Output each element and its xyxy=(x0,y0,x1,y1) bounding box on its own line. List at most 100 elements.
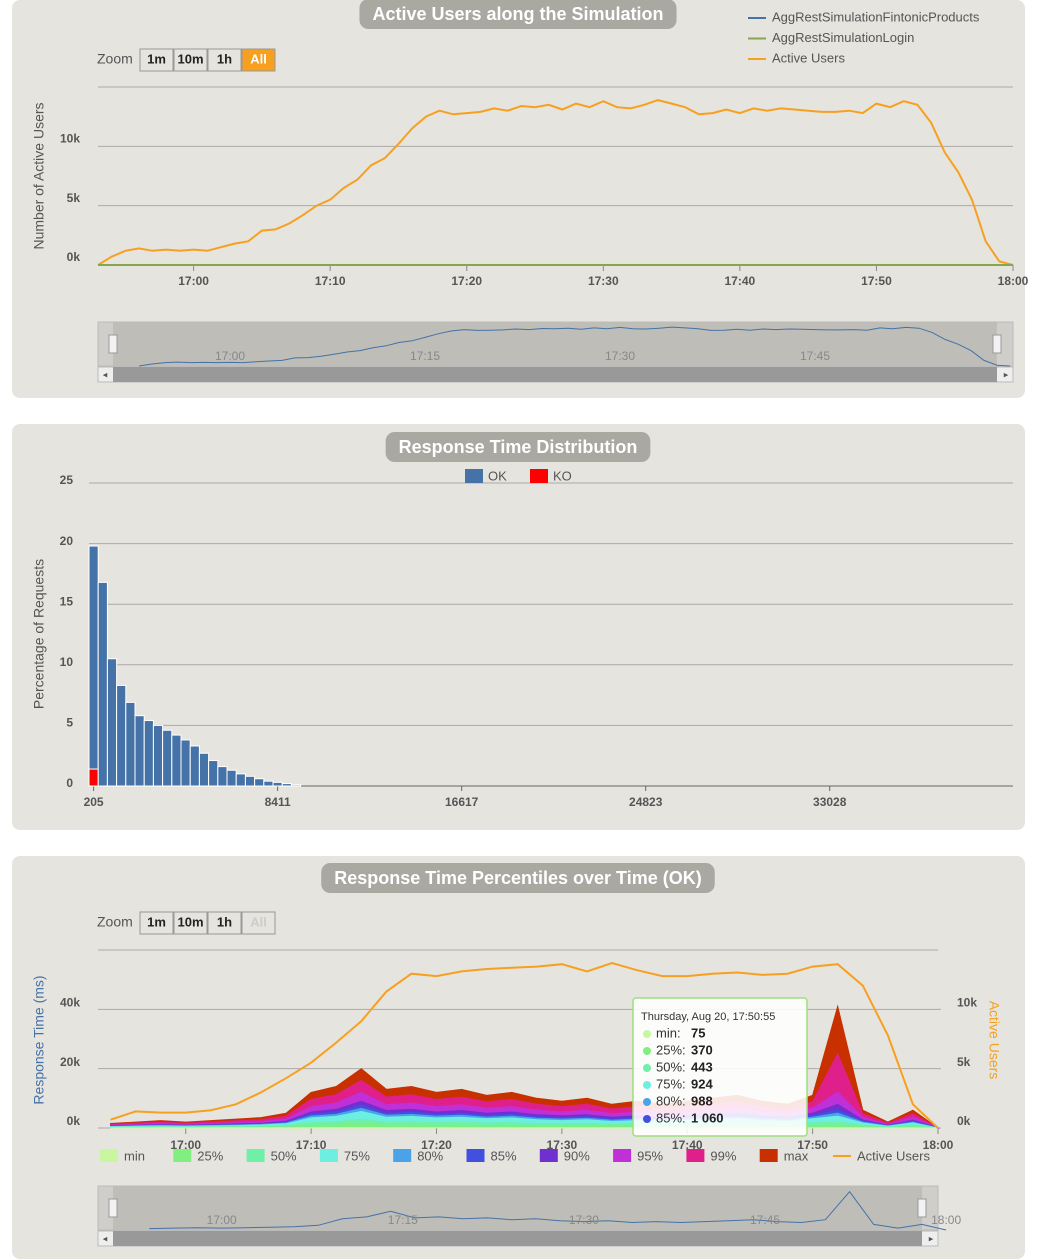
zoom-button-label[interactable]: 1h xyxy=(217,51,232,66)
navigator-tick-label: 17:45 xyxy=(750,1213,780,1227)
bar xyxy=(88,768,99,787)
y-tick-label: 5 xyxy=(66,716,73,730)
legend-label[interactable]: 80% xyxy=(417,1148,443,1163)
zoom-button-label[interactable]: All xyxy=(250,51,267,66)
tooltip-value: 924 xyxy=(691,1076,713,1091)
navigator-handle[interactable] xyxy=(992,334,1002,354)
bar xyxy=(180,739,191,787)
legend-label[interactable]: 90% xyxy=(564,1148,590,1163)
x-tick-label: 18:00 xyxy=(998,274,1029,288)
bar xyxy=(152,724,164,787)
zoom-button[interactable] xyxy=(173,911,208,935)
axis-title: Response Time (ms) xyxy=(31,975,47,1104)
legend-label[interactable]: Active Users xyxy=(772,50,845,65)
legend-swatch[interactable] xyxy=(246,1149,265,1162)
navigator-tick-label: 17:00 xyxy=(207,1213,237,1227)
tooltip-dot xyxy=(643,1098,651,1106)
y-tick-label: 15 xyxy=(60,594,74,608)
zoom-button[interactable] xyxy=(241,911,276,935)
legend-swatch[interactable] xyxy=(613,1149,632,1162)
active-users-line xyxy=(110,962,939,1129)
zoom-button-label[interactable]: 1m xyxy=(147,914,166,929)
legend-label[interactable]: AggRestSimulationLogin xyxy=(772,30,914,45)
axis-title: Percentage of Requests xyxy=(31,559,47,709)
tooltip-value: 443 xyxy=(691,1059,713,1074)
bar xyxy=(254,778,265,787)
legend-label[interactable]: min xyxy=(124,1148,145,1163)
zoom-label: Zoom xyxy=(97,51,133,67)
bar xyxy=(290,784,302,787)
navigator-tick-label: 17:15 xyxy=(410,349,440,363)
navigator-handle[interactable] xyxy=(917,1198,927,1218)
x-tick-label: 8411 xyxy=(265,795,291,809)
legend-label[interactable]: Active Users xyxy=(857,1148,930,1163)
y-tick-label: 10k xyxy=(60,132,80,146)
chart-title: Active Users along the Simulation xyxy=(372,4,663,24)
legend-label[interactable]: AggRestSimulationFintonicProducts xyxy=(772,9,980,24)
zoom-label: Zoom xyxy=(97,914,133,930)
zoom-button[interactable] xyxy=(241,48,276,72)
scrollbar-arrow: ◂ xyxy=(103,369,108,379)
legend-label[interactable]: max xyxy=(784,1148,809,1163)
zoom-button-label[interactable]: 10m xyxy=(177,51,203,66)
zoom-button-label[interactable]: 1h xyxy=(217,914,232,929)
bar xyxy=(162,729,173,787)
x-tick-label: 205 xyxy=(84,795,104,809)
x-tick-label: 17:10 xyxy=(315,274,346,288)
legend-swatch[interactable] xyxy=(100,1149,118,1162)
legend-label[interactable]: 50% xyxy=(271,1148,297,1163)
legend-swatch[interactable] xyxy=(466,1149,485,1162)
x-tick-label: 17:40 xyxy=(725,274,756,288)
zoom-button-label[interactable]: 10m xyxy=(177,914,203,929)
navigator-tick-label: 17:30 xyxy=(569,1213,599,1227)
legend-swatch[interactable] xyxy=(530,469,548,483)
navigator-handle[interactable] xyxy=(108,1198,118,1218)
legend-label[interactable]: 75% xyxy=(344,1148,370,1163)
legend-label[interactable]: 25% xyxy=(197,1148,223,1163)
legend-label[interactable]: 99% xyxy=(710,1148,736,1163)
zoom-button-label[interactable]: 1m xyxy=(147,51,166,66)
y-tick-label: 0k xyxy=(67,1114,81,1128)
legend-swatch[interactable] xyxy=(686,1149,705,1162)
navigator-handle[interactable] xyxy=(108,334,118,354)
legend-label[interactable]: 85% xyxy=(491,1148,517,1163)
legend-swatch[interactable] xyxy=(173,1149,192,1162)
tooltip-label: 50%: xyxy=(656,1059,686,1074)
zoom-button[interactable] xyxy=(207,48,242,72)
zoom-button[interactable] xyxy=(139,911,174,935)
navigator-series xyxy=(149,1190,947,1231)
legend-label[interactable]: KO xyxy=(553,468,572,483)
legend-label[interactable]: OK xyxy=(488,468,507,483)
legend-label[interactable]: 95% xyxy=(637,1148,663,1163)
y2-tick-label: 10k xyxy=(957,996,977,1010)
legend-swatch[interactable] xyxy=(465,469,483,483)
y-tick-label: 25 xyxy=(60,473,74,487)
scrollbar-thumb[interactable] xyxy=(113,1231,922,1246)
zoom-button[interactable] xyxy=(173,48,208,72)
tooltip-value: 370 xyxy=(691,1042,713,1057)
tooltip-value: 1 060 xyxy=(691,1110,724,1125)
zoom-button[interactable] xyxy=(139,48,174,72)
legend-swatch[interactable] xyxy=(393,1149,412,1162)
legend-swatch[interactable] xyxy=(759,1149,778,1162)
bar xyxy=(272,781,283,787)
zoom-button-label[interactable]: All xyxy=(250,914,267,929)
scrollbar-thumb[interactable] xyxy=(113,367,997,382)
y2-tick-label: 0k xyxy=(957,1114,971,1128)
axis-title: Active Users xyxy=(986,1001,1002,1080)
bar xyxy=(235,773,246,787)
tooltip-label: 25%: xyxy=(656,1042,686,1057)
legend-swatch[interactable] xyxy=(539,1149,558,1162)
navigator-tick-label: 17:30 xyxy=(605,349,635,363)
scrollbar-arrow: ◂ xyxy=(103,1233,108,1243)
title-background xyxy=(385,432,651,462)
zoom-button[interactable] xyxy=(207,911,242,935)
legend-swatch[interactable] xyxy=(319,1149,338,1162)
x-tick-label: 17:20 xyxy=(451,274,482,288)
tooltip-dot xyxy=(643,1115,651,1123)
navigator-tick-label: 17:15 xyxy=(388,1213,418,1227)
y-tick-label: 40k xyxy=(60,996,80,1010)
tooltip-label: 75%: xyxy=(656,1076,686,1091)
x-tick-label: 33028 xyxy=(813,795,847,809)
y-tick-label: 10 xyxy=(60,655,74,669)
